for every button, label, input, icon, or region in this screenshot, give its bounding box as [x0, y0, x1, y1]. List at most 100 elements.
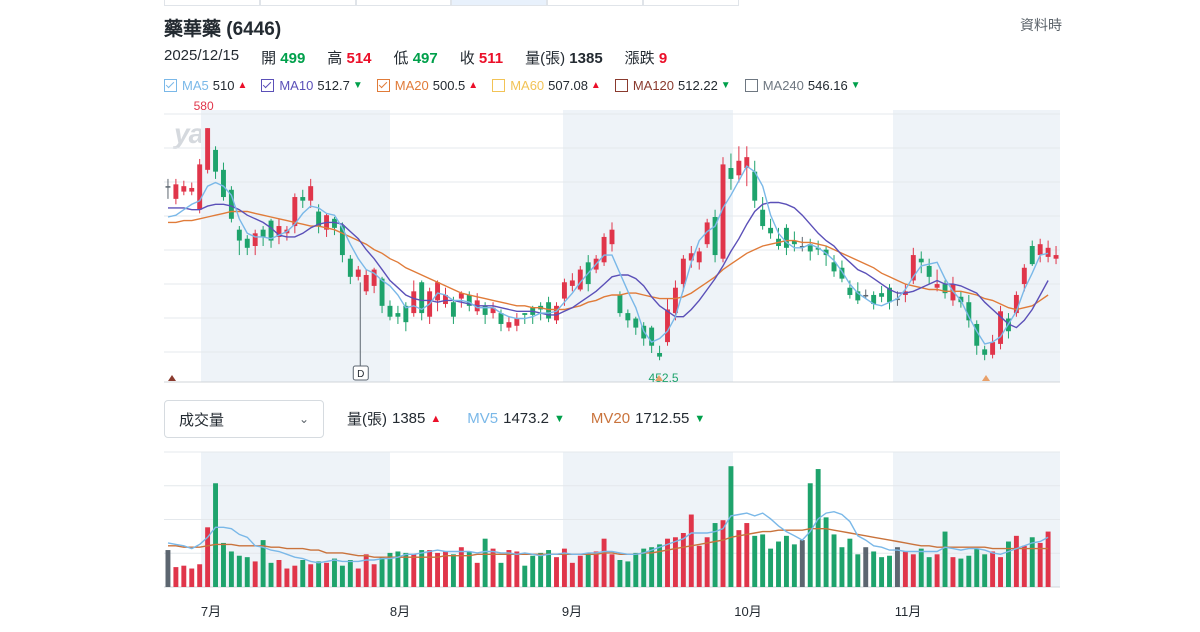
volume-bar [1021, 545, 1027, 587]
volume-bar [458, 547, 464, 587]
volume-bar [506, 550, 512, 587]
volume-bar [617, 560, 623, 587]
volume-bar [1029, 537, 1035, 587]
triangle-up-icon: ▲ [468, 80, 479, 91]
volume-bar [347, 560, 353, 587]
volume-bar [300, 560, 306, 587]
ma-legend-item-ma60[interactable]: MA60 507.08 ▲ [492, 78, 601, 93]
volume-legend: 量(張) 1385 ▲ MV5 1473.2 ▼ MV20 1712.55 ▼ [347, 408, 731, 429]
volume-bar [363, 554, 369, 587]
candle-body [847, 287, 853, 295]
candle-body [1021, 267, 1027, 285]
volume-legend-value: 1473.2 [503, 410, 549, 427]
top-tab-5[interactable] [547, 0, 644, 6]
volume-bar [601, 538, 607, 587]
volume-bar [744, 523, 750, 587]
ma-legend-item-ma20[interactable]: MA20 500.5 ▲ [376, 78, 479, 93]
volume-bar [530, 555, 536, 587]
volume-bar [982, 554, 988, 587]
volume-bar [760, 534, 766, 587]
candle-body [189, 187, 195, 192]
quote-summary: 2025/12/15 開 499 高 514 低 497 收 511 量(張) … [164, 47, 689, 68]
checkbox-icon[interactable] [376, 79, 390, 92]
candle-body [839, 267, 845, 279]
volume-bar [831, 534, 837, 587]
x-axis-label: 9月 [562, 604, 582, 619]
candle-body [712, 216, 718, 256]
ma-legend-item-ma120[interactable]: MA120 512.22 ▼ [614, 78, 731, 93]
volume-legend-value: 1712.55 [635, 410, 690, 427]
candle-body [1013, 294, 1019, 314]
candle-body [815, 247, 821, 250]
low-value: 497 [412, 50, 438, 67]
checkbox-icon[interactable] [744, 79, 758, 92]
x-axis-label: 8月 [390, 604, 410, 619]
checkbox-icon[interactable] [164, 79, 177, 92]
candle-body [990, 342, 996, 355]
candle-body [823, 249, 829, 256]
volume-bar [990, 551, 996, 587]
candle-body [696, 251, 702, 263]
top-tab-2[interactable] [259, 0, 356, 6]
checkbox-icon[interactable] [492, 79, 506, 92]
candle-body [657, 352, 663, 357]
top-tab-4-active[interactable] [451, 0, 548, 6]
candle-body [221, 169, 226, 198]
volume-bar [482, 538, 488, 587]
volume-bar [680, 533, 686, 587]
ma-name: MA60 [510, 78, 545, 93]
mv5-line [167, 510, 1049, 564]
volume-bar [292, 565, 298, 587]
dividend-marker-label: D [357, 369, 364, 380]
candle-body [363, 275, 369, 292]
volume-bar [728, 466, 734, 587]
indicator-dropdown[interactable]: 成交量 ⌄ [164, 400, 324, 438]
volume-bar [649, 547, 655, 587]
candle-body [355, 269, 361, 277]
top-tab-3[interactable] [355, 0, 452, 6]
event-triangle-icon [655, 375, 663, 381]
top-tab-strip [164, 0, 739, 6]
candle-body [831, 262, 837, 272]
top-tab-6[interactable] [643, 0, 739, 6]
ma-legend-item-ma10[interactable]: MA10 512.7 ▼ [261, 78, 363, 93]
candle-body [799, 246, 805, 248]
checkbox-icon[interactable] [261, 79, 275, 92]
volume-bar [395, 551, 401, 587]
candle-body [680, 258, 686, 285]
ma-value: 500.5 [432, 78, 466, 93]
candle-body [625, 313, 631, 321]
triangle-down-icon: ▼ [850, 80, 861, 91]
volume-bar [308, 564, 314, 587]
volume-bar [236, 555, 242, 587]
candle-body [458, 293, 464, 299]
candle-body [942, 284, 948, 294]
volume-bar [371, 564, 377, 587]
volume-bar [807, 483, 813, 587]
volume-bar [641, 548, 647, 587]
volume-bar [197, 564, 203, 587]
candle-body [561, 282, 567, 299]
candle-body [490, 307, 496, 314]
candle-body [863, 294, 869, 297]
volume-bar [910, 554, 916, 587]
volume-bar [871, 551, 877, 587]
top-tab-1[interactable] [164, 0, 260, 6]
candle-body [308, 186, 314, 201]
candle-body [1045, 247, 1051, 257]
volume-bar [165, 550, 171, 587]
volume-bar [1045, 531, 1051, 587]
triangle-down-icon: ▼ [352, 80, 363, 91]
candle-body [649, 327, 655, 346]
volume-bar [633, 552, 639, 587]
ma-legend-item-ma5[interactable]: MA5 510 ▲ [164, 78, 247, 93]
checkbox-icon[interactable] [614, 79, 628, 92]
candle-body [577, 269, 583, 290]
volume-bar [443, 551, 448, 587]
volume-bar [332, 558, 337, 587]
ma-value: 507.08 [548, 78, 588, 93]
candle-body [910, 255, 916, 281]
event-triangle-icon [168, 375, 176, 381]
ma-legend-item-ma240[interactable]: MA240 546.16 ▼ [744, 78, 861, 93]
